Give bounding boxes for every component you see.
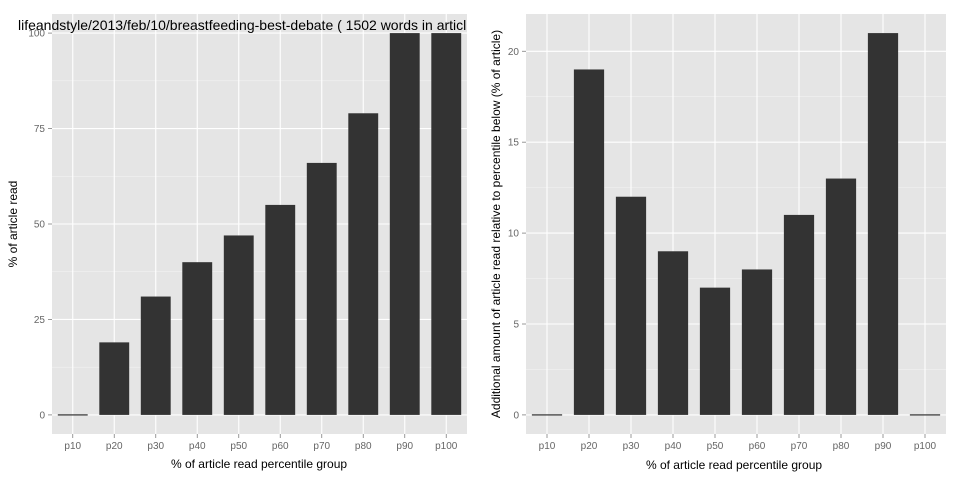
x-tick-label: p90 xyxy=(875,441,892,452)
y-tick-label: 10 xyxy=(508,229,520,240)
bar-p70 xyxy=(306,162,337,415)
y-tick-label: 75 xyxy=(34,124,46,135)
x-tick-label: p20 xyxy=(581,441,598,452)
bar-p10 xyxy=(531,414,563,416)
x-tick-label: p100 xyxy=(435,441,458,452)
x-tick-label: p80 xyxy=(355,441,372,452)
x-axis-title: % of article read percentile group xyxy=(171,457,347,471)
bar-p60 xyxy=(265,204,296,415)
bar-p80 xyxy=(348,113,379,415)
x-tick-label: p80 xyxy=(833,441,850,452)
bar-p10 xyxy=(57,414,88,416)
bar-p30 xyxy=(615,196,647,415)
bar-p30 xyxy=(140,296,171,415)
x-tick-label: p60 xyxy=(272,441,289,452)
y-axis-title: Additional amount of article read relati… xyxy=(489,30,503,418)
y-tick-label: 0 xyxy=(513,410,519,421)
y-tick-label: 20 xyxy=(508,47,520,58)
y-tick-label: 15 xyxy=(508,138,520,149)
bar-p50 xyxy=(699,287,731,415)
x-tick-label: p40 xyxy=(665,441,682,452)
y-tick-label: 50 xyxy=(34,220,46,231)
bar-p90 xyxy=(389,33,420,415)
panel-1: 0 25 50 75 100 p10 p20 p30 p40 p50 p60 p70 p80 p90 p10… xyxy=(6,14,467,471)
bar-p40 xyxy=(182,262,213,415)
x-tick-label: p10 xyxy=(539,441,556,452)
bar-p70 xyxy=(783,214,815,415)
bar-p80 xyxy=(825,178,857,415)
x-tick-label: p30 xyxy=(147,441,164,452)
x-tick-label: p60 xyxy=(749,441,766,452)
x-tick-label: p50 xyxy=(230,441,247,452)
x-tick-label: p50 xyxy=(707,441,724,452)
y-tick-label: 100 xyxy=(28,29,45,40)
x-tick-label: p90 xyxy=(396,441,413,452)
x-tick-label: p70 xyxy=(313,441,330,452)
bar-p90 xyxy=(867,33,899,415)
y-tick-label: 0 xyxy=(39,410,45,421)
bar-p40 xyxy=(657,251,689,415)
x-tick-label: p10 xyxy=(64,441,81,452)
chart-title: lifeandstyle/2013/feb/10/breastfeeding-b… xyxy=(18,17,466,33)
bar-p60 xyxy=(741,269,773,415)
bar-p100 xyxy=(909,414,941,416)
x-tick-label: p100 xyxy=(914,441,937,452)
x-tick-label: p40 xyxy=(189,441,206,452)
x-tick-label: p30 xyxy=(623,441,640,452)
x-tick-label: p70 xyxy=(791,441,808,452)
bar-p20 xyxy=(99,342,130,415)
panel-2: 0 5 10 15 20 p10 p20 p30 p40 p50 p60 p70 p80 p90 p100%… xyxy=(489,14,946,472)
bar-p100 xyxy=(431,33,462,415)
y-tick-label: 5 xyxy=(513,320,519,331)
x-axis-title: % of article read percentile group xyxy=(646,458,822,472)
x-tick-label: p20 xyxy=(106,441,123,452)
y-axis-title: % of article read xyxy=(6,181,20,268)
bar-p50 xyxy=(223,235,254,415)
bar-p20 xyxy=(573,69,605,415)
y-tick-label: 25 xyxy=(34,315,46,326)
